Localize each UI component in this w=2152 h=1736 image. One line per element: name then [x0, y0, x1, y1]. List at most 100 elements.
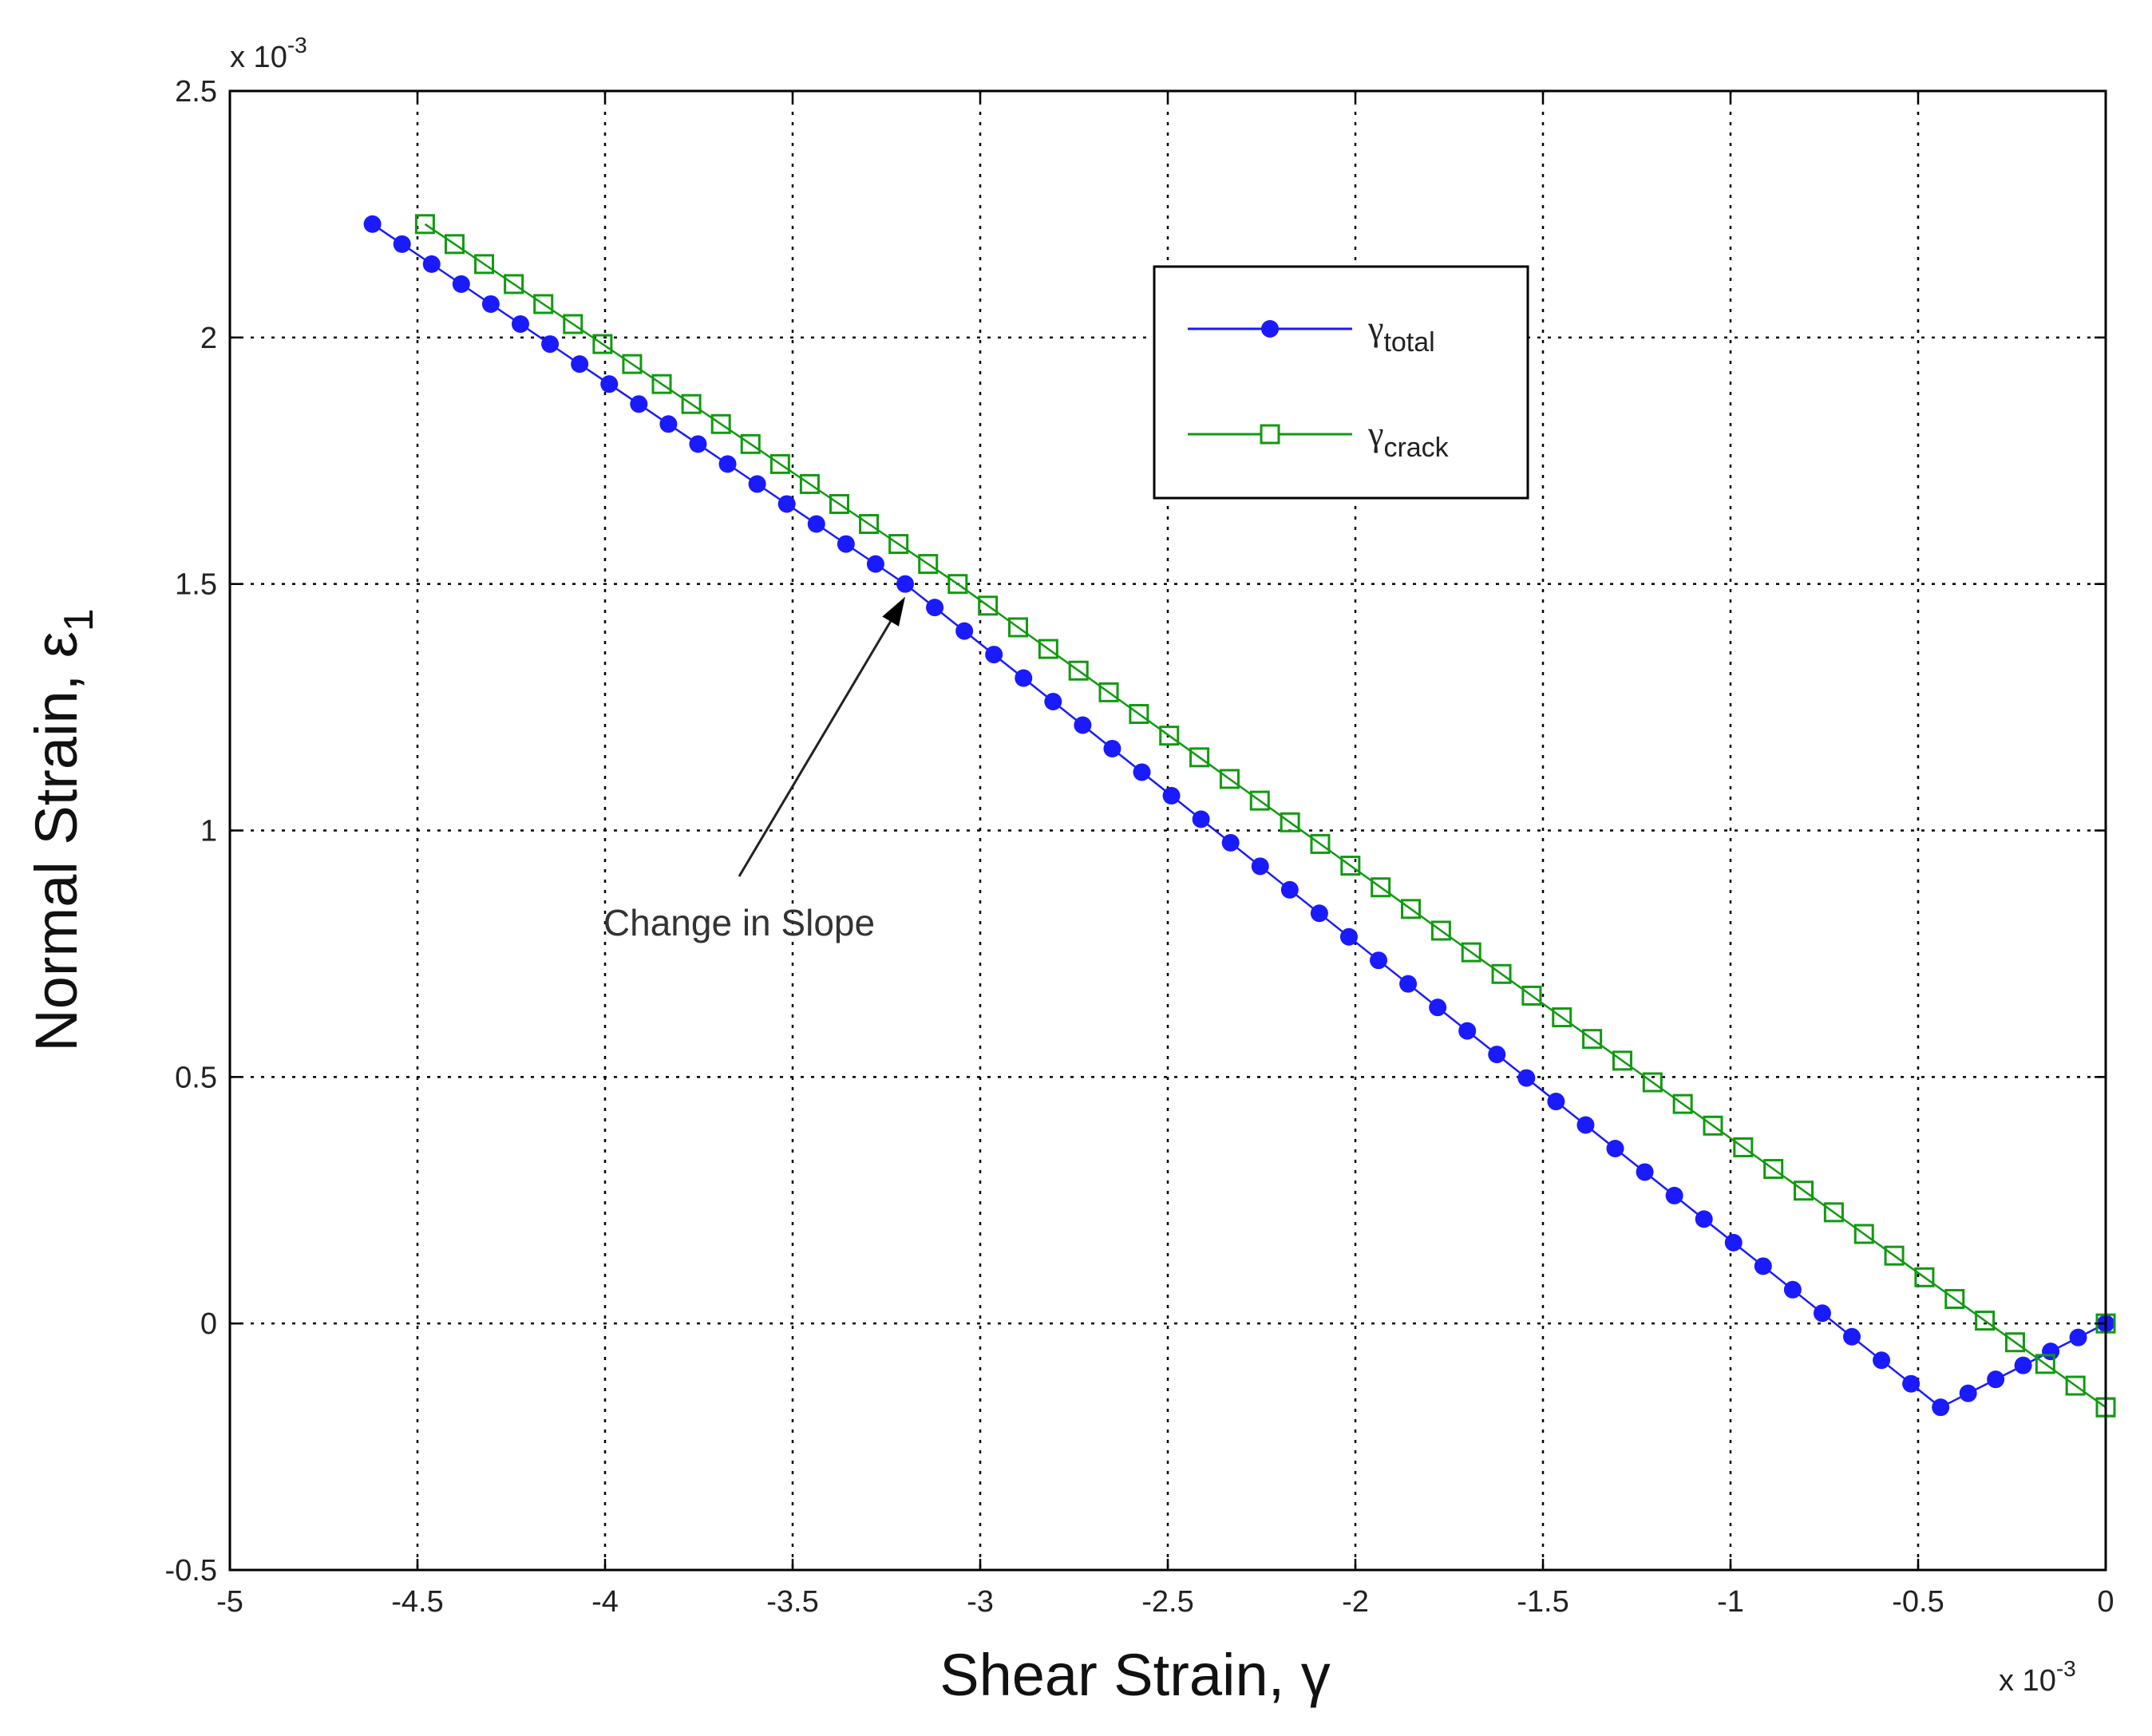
y-axis-title: Normal Strain, ε1: [23, 608, 102, 1051]
data-point-crack: [2004, 1332, 2025, 1353]
data-point-crack: [1642, 1072, 1663, 1093]
data-point-total: [1162, 786, 1181, 805]
data-point-crack: [1914, 1267, 1935, 1287]
data-point-total: [807, 515, 825, 533]
y-tick-label: 1: [200, 815, 217, 848]
data-point-crack: [1823, 1202, 1844, 1223]
data-point-total: [1959, 1384, 1977, 1402]
data-point-crack: [651, 374, 672, 394]
data-point-crack: [1430, 920, 1451, 941]
data-point-total: [571, 355, 589, 374]
x-tick-label: -4: [591, 1585, 619, 1619]
data-point-total: [1015, 669, 1033, 687]
data-point-crack: [710, 413, 731, 434]
data-point-total: [1399, 975, 1418, 993]
data-point-total: [1932, 1398, 1950, 1417]
x-tick-label: 0: [2097, 1585, 2114, 1619]
data-point-total: [866, 555, 884, 573]
data-point-crack: [1733, 1137, 1754, 1157]
data-point-total: [2069, 1328, 2087, 1346]
data-point-total: [1695, 1210, 1713, 1228]
data-point-crack: [1461, 942, 1481, 963]
data-point-crack: [1582, 1029, 1603, 1050]
data-point-total: [955, 622, 974, 640]
data-point-total: [1606, 1139, 1624, 1157]
data-point-total: [718, 455, 737, 473]
data-point-crack: [1794, 1180, 1814, 1201]
data-point-crack: [533, 294, 554, 314]
y-tick-label: -0.5: [165, 1554, 217, 1588]
data-point-crack: [1612, 1050, 1632, 1071]
data-point-crack: [978, 595, 999, 616]
data-point-crack: [504, 274, 524, 295]
data-point-total: [1636, 1163, 1654, 1181]
data-point-total: [1339, 927, 1358, 946]
legend-box: [1153, 265, 1529, 500]
data-point-total: [1251, 857, 1269, 876]
y-tick-label: 2: [200, 322, 217, 355]
data-point-crack: [2065, 1375, 2086, 1396]
data-point-total: [659, 415, 678, 433]
data-point-total: [422, 255, 441, 273]
data-point-total: [1902, 1374, 1921, 1393]
y-tick-label: 0.5: [175, 1061, 217, 1094]
data-point-total: [1429, 998, 1447, 1017]
grid-lines: [230, 91, 2106, 1570]
data-point-total: [1044, 693, 1062, 711]
data-point-crack: [918, 554, 939, 575]
data-point-crack: [1310, 833, 1331, 854]
data-point-total: [1370, 951, 1388, 970]
annotation-change-in-slope: Change in Slope: [603, 596, 905, 943]
data-point-crack: [859, 514, 880, 535]
data-point-total: [1133, 763, 1151, 781]
data-point-total: [748, 475, 766, 493]
data-point-crack: [1129, 704, 1149, 725]
data-point-total: [1103, 739, 1121, 757]
data-point-total: [1074, 716, 1092, 734]
data-point-crack: [681, 393, 702, 414]
data-point-crack: [2035, 1354, 2055, 1374]
data-point-crack: [947, 574, 968, 595]
data-point-total: [1547, 1093, 1565, 1111]
y-tick-label: 1.5: [175, 568, 217, 602]
data-point-total: [926, 599, 944, 617]
data-point-crack: [1853, 1224, 1874, 1244]
data-point-total: [1754, 1257, 1772, 1275]
data-point-crack: [1672, 1093, 1693, 1114]
data-point-total: [1280, 880, 1299, 899]
data-point-total: [1873, 1351, 1891, 1370]
axis-ticks: -5 -4.5 -4 -3.5 -3 -2.5 -2 -1.5 -1 -0.5 0 -0.5 0 0.5 1…: [165, 75, 2114, 1619]
y-multiplier: x 10-3: [230, 33, 307, 74]
data-point-total: [1987, 1370, 2005, 1389]
x-multiplier: x 10-3: [1999, 1656, 2076, 1698]
x-tick-label: -5: [216, 1585, 243, 1619]
x-tick-label: -3.5: [766, 1585, 818, 1619]
data-point-total: [1576, 1116, 1595, 1134]
data-point-total: [985, 646, 1003, 664]
data-point-crack: [799, 473, 820, 494]
data-point-crack: [1944, 1288, 1965, 1309]
data-point-total: [541, 335, 560, 354]
data-point-crack: [444, 234, 465, 255]
data-point-crack: [414, 214, 435, 235]
data-point-crack: [769, 453, 790, 474]
data-point-total: [2014, 1356, 2032, 1374]
data-point-crack: [1280, 812, 1300, 832]
data-point-total: [837, 535, 855, 553]
data-point-crack: [1219, 769, 1240, 789]
y-tick-label: 2.5: [175, 75, 217, 109]
data-point-total: [1517, 1069, 1536, 1087]
data-point-crack: [1007, 617, 1028, 638]
data-point-crack: [1552, 1007, 1572, 1028]
annotation-arrow: [738, 620, 892, 877]
data-point-crack: [1068, 660, 1089, 681]
data-point-total: [896, 575, 914, 593]
data-point-total: [600, 375, 619, 393]
legend-marker-crack: [1260, 424, 1280, 445]
legend-marker-total: [1261, 320, 1279, 338]
data-point-total: [1813, 1304, 1831, 1323]
data-point-crack: [1401, 899, 1422, 919]
series-total: [363, 215, 2114, 1417]
data-point-total: [481, 295, 500, 313]
